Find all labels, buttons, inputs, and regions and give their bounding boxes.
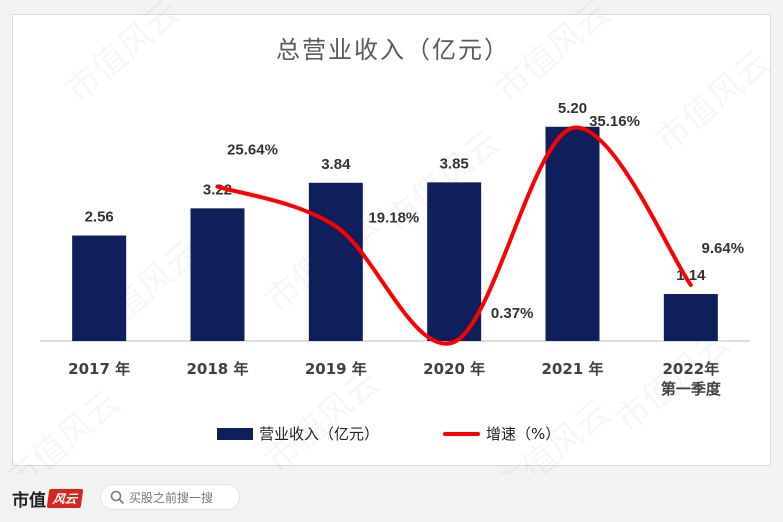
- growth-value-labels: 25.64% 19.18% 0.37% 35.16% 9.64%: [227, 113, 744, 322]
- bar-value-label: 3.84: [321, 156, 351, 173]
- search-placeholder: 买股之前搜一搜: [129, 490, 214, 505]
- growth-value-label: 0.37%: [491, 305, 534, 322]
- bar-value-labels: 2.563.223.84 3.855.201.14: [85, 100, 707, 284]
- watermark-text: 市值风云: [0, 383, 128, 474]
- x-tick-label: 2020 年: [423, 360, 485, 378]
- x-tick-label: 2017 年: [68, 360, 130, 378]
- bar-series: [72, 126, 718, 341]
- revenue-bar: [663, 294, 718, 341]
- revenue-bar: [427, 182, 482, 341]
- watermark-text: 市值风云: [58, 0, 188, 111]
- growth-value-label: 35.16%: [589, 113, 640, 130]
- footer-bar: 市值 风云 买股之前搜一搜: [0, 474, 783, 522]
- brand-logo[interactable]: 市值 风云: [12, 486, 84, 511]
- growth-value-label: 25.64%: [227, 142, 278, 159]
- growth-value-label: 19.18%: [368, 209, 419, 226]
- revenue-bar: [545, 126, 600, 341]
- legend-bar-swatch: [217, 428, 253, 440]
- chart-title: 总营业收入（亿元）: [276, 36, 510, 64]
- brand-text: 市值: [12, 491, 46, 511]
- brand-mark: 风云: [46, 489, 84, 508]
- legend: 营业收入（亿元） 增速（%）: [217, 425, 560, 443]
- bar-value-label: 3.22: [203, 181, 232, 198]
- watermark-text: 市值风云: [258, 363, 388, 474]
- bar-value-label: 2.56: [85, 209, 114, 226]
- growth-value-label: 9.64%: [702, 240, 745, 257]
- x-tick-label: 2021 年: [542, 360, 604, 378]
- legend-line-label: 增速（%）: [486, 425, 560, 443]
- x-tick-label: 2018 年: [187, 360, 249, 378]
- growth-line: [215, 125, 693, 346]
- revenue-growth-chart: 市值风云市值风云市值风云市值风云市值风云市值风云市值风云市值风云市值风云市值风云…: [0, 0, 778, 474]
- legend-bar-label: 营业收入（亿元）: [259, 425, 379, 443]
- chart-card: [12, 14, 771, 466]
- x-tick-labels: 2017 年 2018 年 2019 年 2020 年 2021 年 2022年第一季度: [68, 360, 722, 398]
- bar-value-label: 5.20: [558, 100, 587, 117]
- growth-line-series: [215, 125, 693, 346]
- search-box[interactable]: 买股之前搜一搜: [100, 484, 240, 510]
- x-tick-label: 2022年第一季度: [661, 360, 722, 398]
- search-icon: [110, 490, 124, 504]
- revenue-bar: [72, 235, 127, 341]
- revenue-bar: [190, 208, 245, 341]
- bar-value-label: 3.85: [440, 155, 469, 172]
- x-tick-label: 2019 年: [305, 360, 367, 378]
- revenue-bar: [308, 182, 363, 341]
- watermark-text: 市值风云: [648, 43, 778, 161]
